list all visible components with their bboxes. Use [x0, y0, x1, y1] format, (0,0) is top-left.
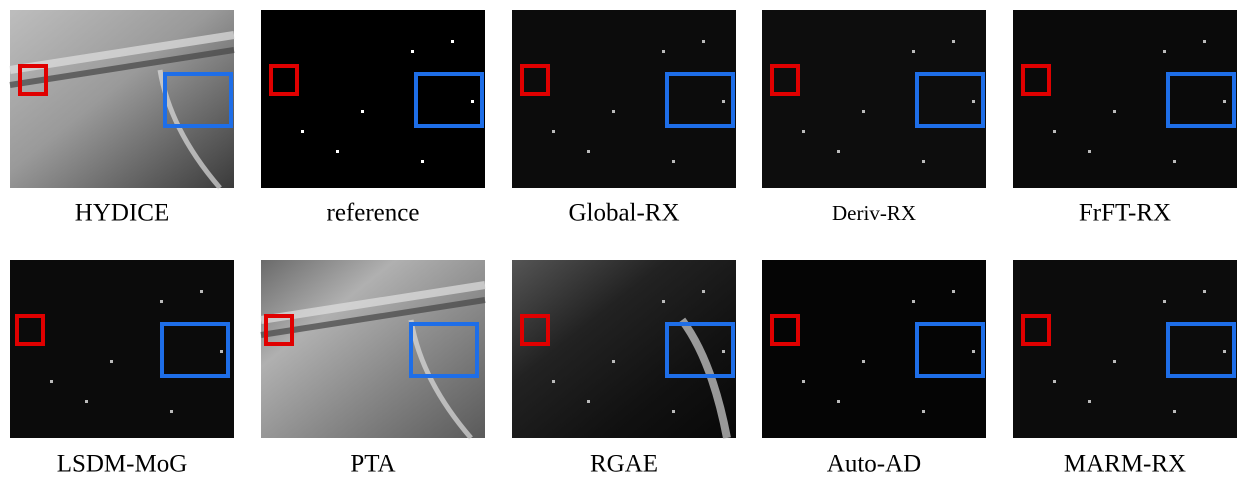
speck — [1173, 410, 1176, 413]
panel-image — [512, 10, 736, 188]
speck — [1113, 360, 1116, 363]
speck — [972, 350, 975, 353]
speck — [837, 150, 840, 153]
speck — [471, 100, 474, 103]
speck — [802, 380, 805, 383]
speck — [952, 40, 955, 43]
speck — [702, 40, 705, 43]
caption: HYDICE — [75, 200, 169, 227]
panel-image — [1013, 10, 1237, 188]
speck — [662, 300, 665, 303]
speck — [802, 130, 805, 133]
speck — [1173, 160, 1176, 163]
caption: LSDM-MoG — [57, 451, 188, 478]
speck — [170, 410, 173, 413]
speck — [85, 400, 88, 403]
speck — [1163, 50, 1166, 53]
speck — [912, 300, 915, 303]
speck — [1163, 300, 1166, 303]
speck — [1203, 40, 1206, 43]
speck — [722, 100, 725, 103]
speck — [1223, 350, 1226, 353]
speck — [411, 50, 414, 53]
speck — [1223, 100, 1226, 103]
speck — [587, 400, 590, 403]
speck — [1203, 290, 1206, 293]
speck — [1053, 130, 1056, 133]
caption: Auto-AD — [827, 451, 921, 478]
speck — [361, 110, 364, 113]
speck — [110, 360, 113, 363]
panel-image — [762, 260, 986, 438]
caption: FrFT-RX — [1079, 200, 1171, 227]
speck — [1088, 150, 1091, 153]
speck — [662, 50, 665, 53]
speck — [451, 40, 454, 43]
speck — [160, 300, 163, 303]
speck — [421, 160, 424, 163]
speck — [972, 100, 975, 103]
speck — [336, 150, 339, 153]
speck — [702, 290, 705, 293]
caption: PTA — [350, 451, 395, 478]
speck — [552, 130, 555, 133]
speck — [722, 350, 725, 353]
panel-image — [1013, 260, 1237, 438]
speck — [672, 410, 675, 413]
caption: RGAE — [590, 451, 658, 478]
speck — [862, 360, 865, 363]
caption: Deriv-RX — [832, 201, 916, 225]
caption: MARM-RX — [1064, 451, 1186, 478]
speck — [612, 110, 615, 113]
speck — [837, 400, 840, 403]
speck — [612, 360, 615, 363]
speck — [1113, 110, 1116, 113]
caption: Global-RX — [568, 200, 679, 227]
speck — [912, 50, 915, 53]
speck — [922, 410, 925, 413]
speck — [952, 290, 955, 293]
speck — [1053, 380, 1056, 383]
speck — [220, 350, 223, 353]
speck — [672, 160, 675, 163]
panel-image — [261, 10, 485, 188]
speck — [552, 380, 555, 383]
speck — [50, 380, 53, 383]
speck — [1088, 400, 1091, 403]
speck — [301, 130, 304, 133]
speck — [922, 160, 925, 163]
page: {"figure": {"panels": [ {"caption": "HYD… — [0, 0, 1238, 478]
panel-image — [10, 260, 234, 438]
panel-image — [762, 10, 986, 188]
speck — [862, 110, 865, 113]
speck — [587, 150, 590, 153]
speck — [200, 290, 203, 293]
figure: HYDICE reference Global-RX Deriv-RX FrFT-RX L… — [0, 0, 1238, 478]
caption: reference — [327, 200, 420, 227]
